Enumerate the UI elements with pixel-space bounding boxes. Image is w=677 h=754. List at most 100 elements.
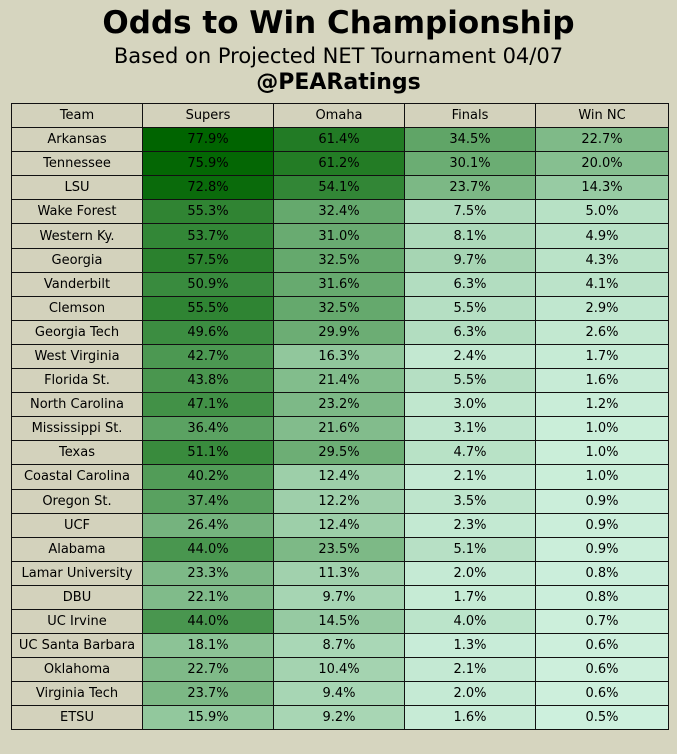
value-cell: 8.7% [273, 633, 405, 659]
value-cell: 9.4% [273, 681, 405, 707]
value-cell: 75.9% [142, 151, 274, 177]
team-cell: Georgia [11, 247, 143, 273]
team-cell: Oklahoma [11, 657, 143, 683]
value-cell: 61.2% [273, 151, 405, 177]
team-cell: DBU [11, 584, 143, 610]
value-cell: 1.0% [535, 440, 669, 466]
value-cell: 12.2% [273, 488, 405, 514]
team-cell: UCF [11, 512, 143, 538]
value-cell: 4.0% [404, 608, 536, 635]
team-cell: Clemson [11, 295, 143, 321]
value-cell: 1.6% [535, 368, 669, 394]
table-row: Georgia 57.5% 32.5% 9.7% 4.3% [11, 247, 669, 273]
value-cell: 72.8% [142, 175, 274, 201]
value-cell: 37.4% [142, 488, 274, 514]
value-cell: 20.0% [535, 151, 669, 177]
table-row: Oregon St. 37.4% 12.2% 3.5% 0.9% [11, 488, 669, 514]
value-cell: 32.5% [273, 295, 405, 321]
value-cell: 32.4% [273, 199, 405, 225]
team-cell: Alabama [11, 536, 143, 562]
table-row: Lamar University 23.3% 11.3% 2.0% 0.8% [11, 560, 669, 586]
value-cell: 49.6% [142, 319, 274, 345]
table-row: Virginia Tech 23.7% 9.4% 2.0% 0.6% [11, 681, 669, 707]
value-cell: 22.1% [142, 584, 274, 610]
value-cell: 0.5% [535, 705, 669, 731]
value-cell: 3.0% [404, 392, 536, 418]
table-row: North Carolina 47.1% 23.2% 3.0% 1.2% [11, 392, 669, 418]
value-cell: 51.1% [142, 440, 274, 466]
author-handle: @PEARatings [256, 70, 421, 95]
value-cell: 2.1% [404, 657, 536, 683]
chart-title: Odds to Win Championship [102, 5, 575, 41]
team-cell: North Carolina [11, 392, 143, 418]
value-cell: 23.2% [273, 392, 405, 418]
value-cell: 40.2% [142, 464, 274, 490]
value-cell: 6.3% [404, 319, 536, 345]
value-cell: 2.4% [404, 343, 536, 370]
value-cell: 1.3% [404, 633, 536, 659]
column-header: Team [11, 102, 143, 129]
value-cell: 23.7% [142, 681, 274, 707]
value-cell: 7.5% [404, 199, 536, 225]
value-cell: 29.5% [273, 440, 405, 466]
value-cell: 11.3% [273, 560, 405, 586]
value-cell: 43.8% [142, 368, 274, 394]
value-cell: 55.3% [142, 199, 274, 225]
value-cell: 0.9% [535, 512, 669, 538]
value-cell: 50.9% [142, 271, 274, 297]
value-cell: 61.4% [273, 127, 405, 153]
team-cell: Oregon St. [11, 488, 143, 514]
value-cell: 21.4% [273, 368, 405, 394]
value-cell: 1.7% [404, 584, 536, 610]
odds-table: Team Supers Omaha Finals Win NC Arkansas 77.9… [11, 102, 669, 731]
value-cell: 0.8% [535, 584, 669, 610]
value-cell: 1.0% [535, 416, 669, 442]
value-cell: 5.0% [535, 199, 669, 225]
team-cell: UC Santa Barbara [11, 633, 143, 659]
team-cell: Tennessee [11, 151, 143, 177]
value-cell: 55.5% [142, 295, 274, 321]
team-cell: West Virginia [11, 343, 143, 370]
value-cell: 42.7% [142, 343, 274, 370]
value-cell: 18.1% [142, 633, 274, 659]
value-cell: 23.7% [404, 175, 536, 201]
table-row: Texas 51.1% 29.5% 4.7% 1.0% [11, 440, 669, 466]
value-cell: 0.7% [535, 608, 669, 635]
table-row: DBU 22.1% 9.7% 1.7% 0.8% [11, 584, 669, 610]
value-cell: 30.1% [404, 151, 536, 177]
value-cell: 32.5% [273, 247, 405, 273]
table-row: ETSU 15.9% 9.2% 1.6% 0.5% [11, 705, 669, 731]
value-cell: 9.2% [273, 705, 405, 731]
value-cell: 12.4% [273, 464, 405, 490]
team-cell: Vanderbilt [11, 271, 143, 297]
table-row: Alabama 44.0% 23.5% 5.1% 0.9% [11, 536, 669, 562]
team-cell: Virginia Tech [11, 681, 143, 707]
value-cell: 14.5% [273, 608, 405, 635]
table-row: UC Santa Barbara 18.1% 8.7% 1.3% 0.6% [11, 633, 669, 659]
value-cell: 4.7% [404, 440, 536, 466]
team-cell: Mississippi St. [11, 416, 143, 442]
column-header: Omaha [273, 102, 405, 129]
team-cell: Coastal Carolina [11, 464, 143, 490]
value-cell: 6.3% [404, 271, 536, 297]
value-cell: 31.0% [273, 223, 405, 249]
table-row: Tennessee 75.9% 61.2% 30.1% 20.0% [11, 151, 669, 177]
value-cell: 31.6% [273, 271, 405, 297]
value-cell: 5.5% [404, 295, 536, 321]
team-cell: Arkansas [11, 127, 143, 153]
value-cell: 3.5% [404, 488, 536, 514]
value-cell: 9.7% [273, 584, 405, 610]
column-header: Finals [404, 102, 536, 129]
value-cell: 4.1% [535, 271, 669, 297]
value-cell: 23.5% [273, 536, 405, 562]
value-cell: 21.6% [273, 416, 405, 442]
value-cell: 9.7% [404, 247, 536, 273]
value-cell: 1.7% [535, 343, 669, 370]
value-cell: 2.0% [404, 681, 536, 707]
table-row: Oklahoma 22.7% 10.4% 2.1% 0.6% [11, 657, 669, 683]
value-cell: 0.6% [535, 681, 669, 707]
column-header: Win NC [535, 102, 669, 129]
table-row: Wake Forest 55.3% 32.4% 7.5% 5.0% [11, 199, 669, 225]
value-cell: 12.4% [273, 512, 405, 538]
value-cell: 0.8% [535, 560, 669, 586]
